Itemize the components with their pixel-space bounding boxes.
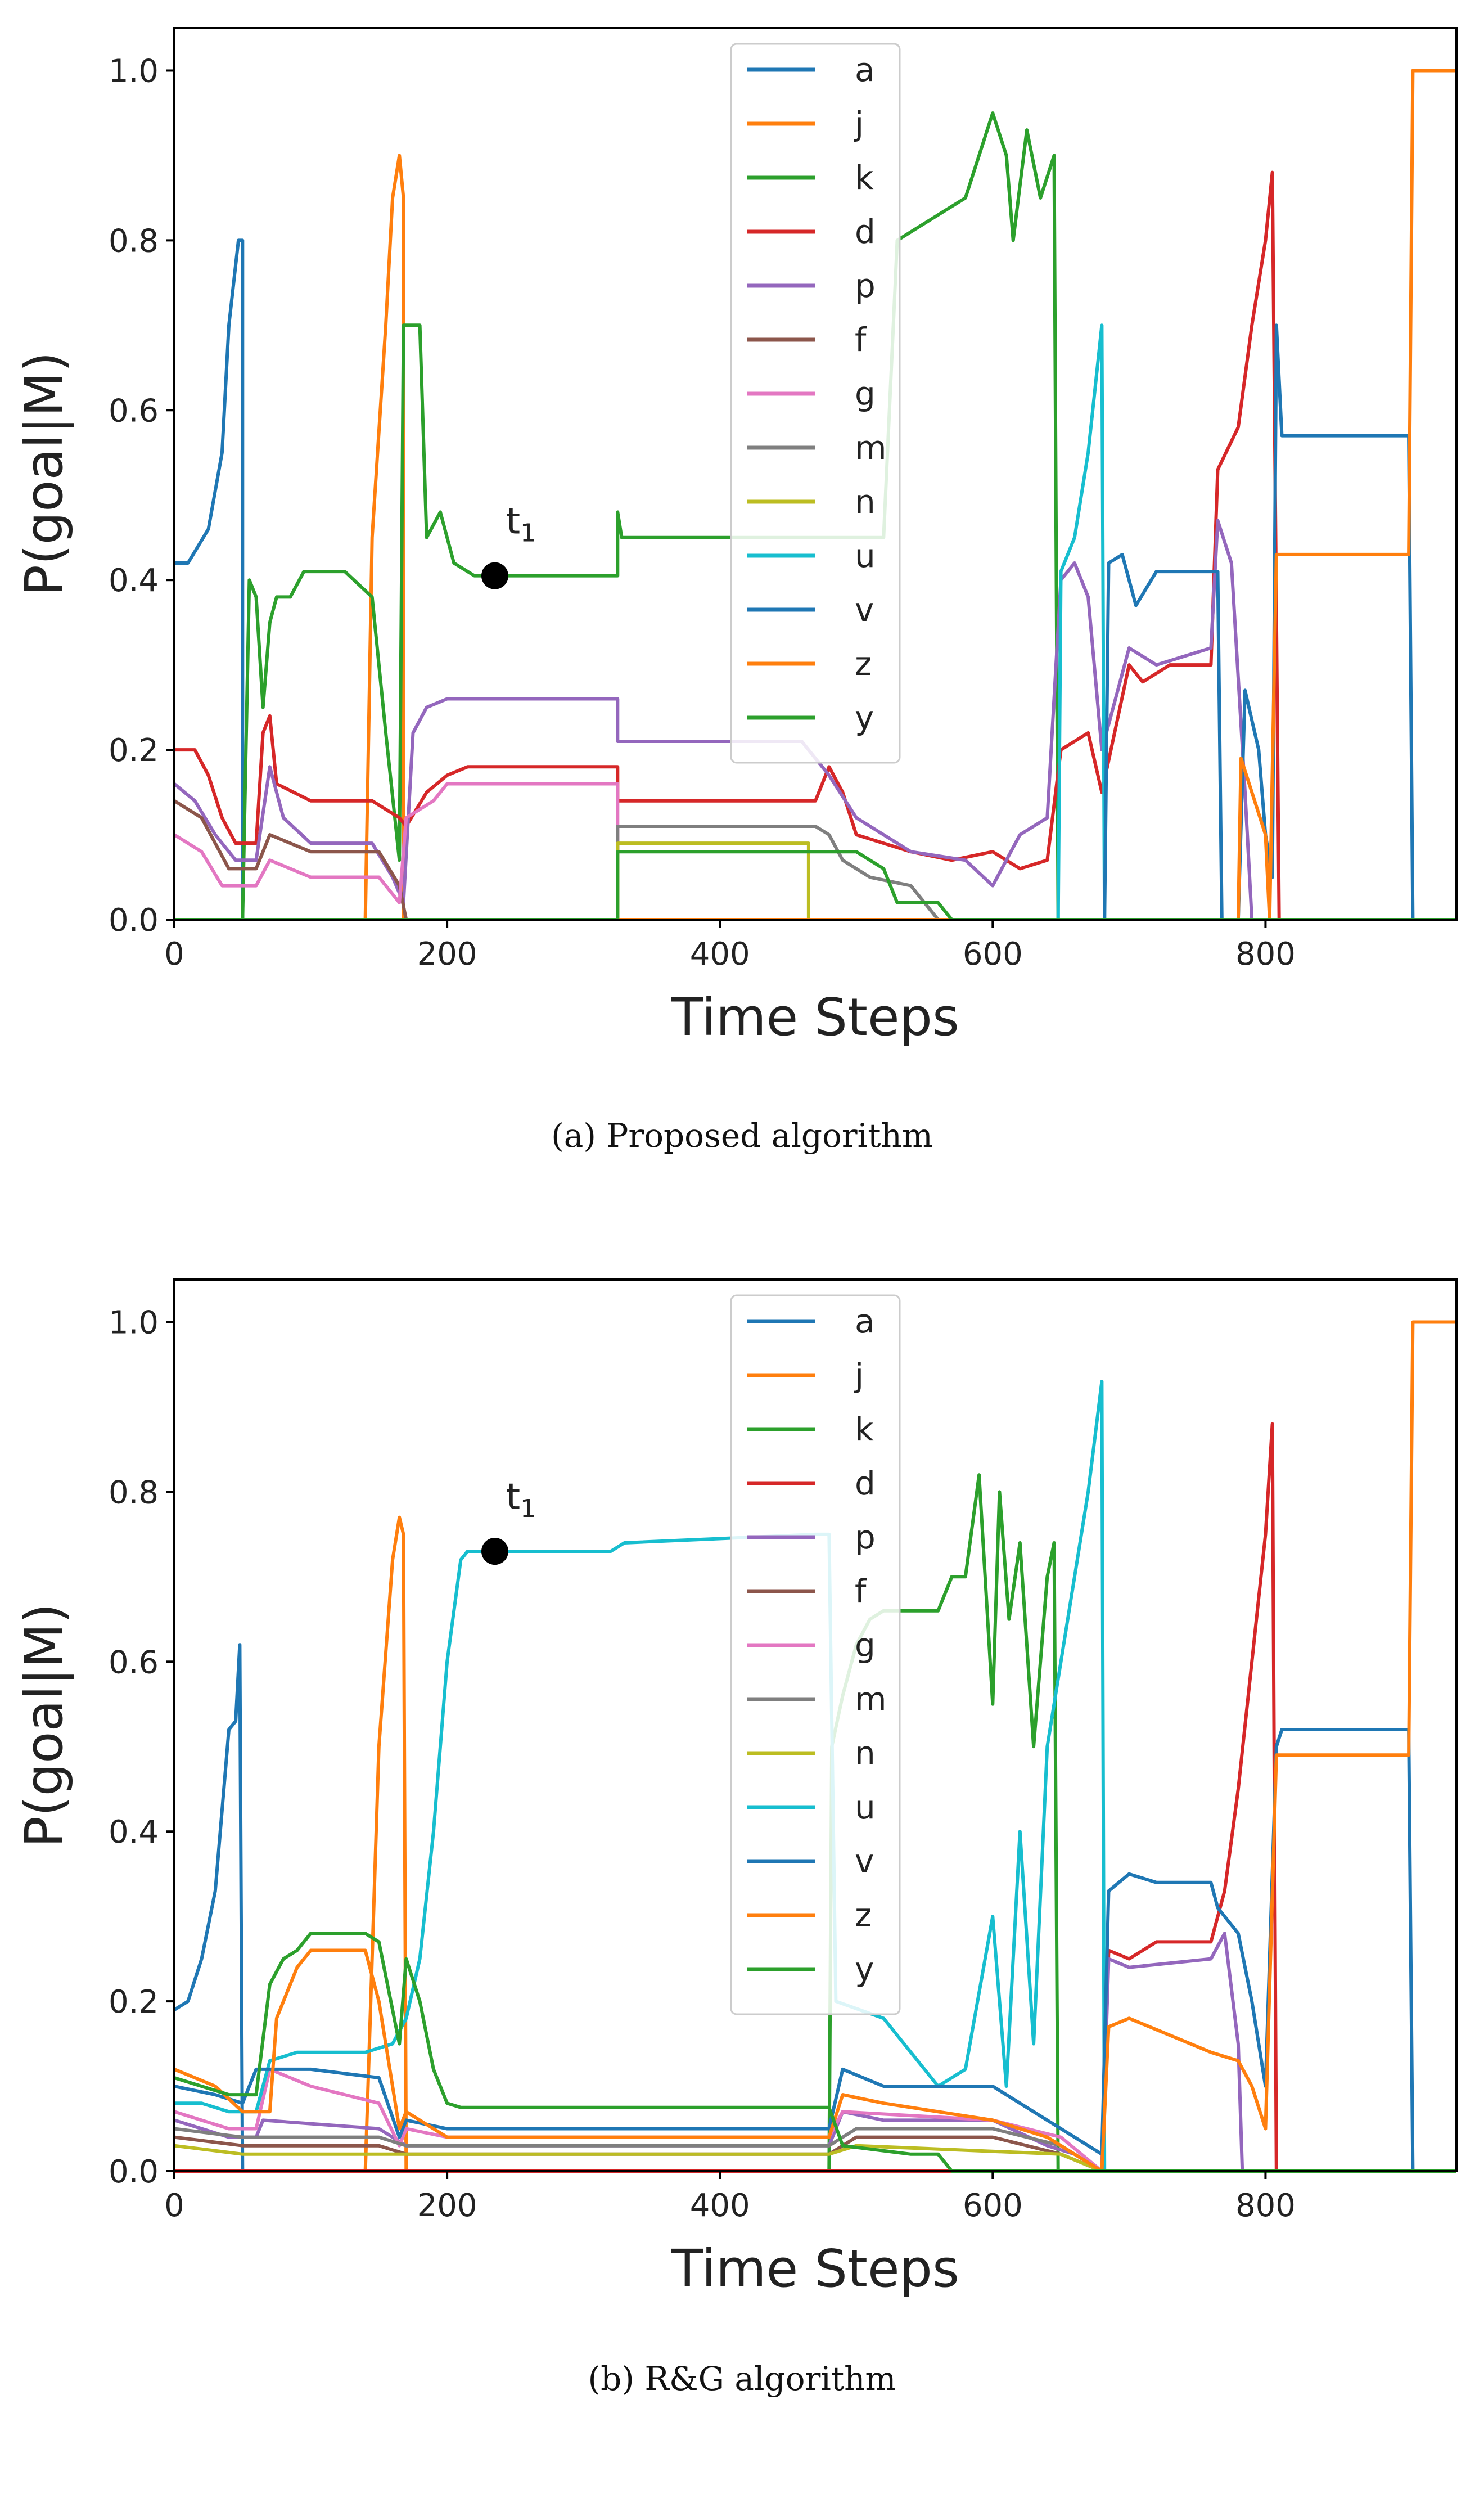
legend-box [730, 1294, 901, 2015]
legend-box [730, 43, 901, 764]
y-axis-label: P(goal|M) [14, 352, 74, 596]
series-line-j [174, 154, 1456, 921]
legend-label-j: j [854, 1356, 864, 1394]
annotation-marker [481, 562, 508, 589]
series-line-f [173, 799, 1456, 921]
legend-label-y: y [855, 1950, 874, 1988]
legend-label-g: g [855, 375, 876, 413]
legend-label-d: d [855, 213, 876, 251]
legend-label-a: a [855, 1302, 875, 1340]
x-tick-label: 400 [690, 2187, 750, 2224]
legend-label-k: k [855, 1410, 874, 1448]
series-line-p [173, 519, 1456, 921]
series-line-a [173, 1643, 1456, 2173]
legend-label-f: f [855, 1572, 867, 1610]
chart-rg-algorithm: 0 200 400 600 800 0.0 0.2 0.4 0.6 0.8 1.0 Time Step… [14, 1278, 1458, 2299]
y-tick-label: 1.0 [109, 53, 159, 89]
annotation-marker [481, 1538, 508, 1565]
legend-label-z: z [855, 645, 872, 683]
y-tick-label: 0.8 [109, 1474, 159, 1511]
y-tick-label: 0.2 [109, 1984, 159, 2020]
x-tick-label: 0 [164, 2187, 184, 2224]
y-tick-label: 0.4 [109, 1814, 159, 1851]
series-line-z [173, 1320, 1456, 2173]
legend-label-p: p [855, 1518, 876, 1556]
x-tick-label: 200 [417, 936, 477, 973]
legend-label-y: y [855, 699, 874, 737]
y-axis-label: P(goal|M) [14, 1603, 74, 1847]
y-tick-label: 1.0 [109, 1304, 159, 1341]
legend-label-m: m [855, 429, 887, 467]
series-line-y [174, 850, 1456, 921]
x-tick-label: 800 [1235, 936, 1296, 973]
legend-label-d: d [855, 1464, 876, 1502]
x-axis-label: Time Steps [671, 987, 959, 1047]
chart-proposed-algorithm: 0 200 400 600 800 0.0 0.2 0.4 0.6 0.8 1.0 Time Step… [14, 27, 1458, 1047]
y-tick-label: 0.0 [109, 2154, 159, 2190]
y-tick-label: 0.0 [109, 902, 159, 939]
series-line-g [174, 2067, 1456, 2173]
figure-caption: (a) Proposed algorithm [551, 1117, 933, 1155]
x-tick-label: 0 [164, 936, 184, 973]
legend-label-z: z [855, 1896, 872, 1934]
legend-label-u: u [855, 537, 876, 575]
legend-label-a: a [855, 51, 875, 89]
y-tick-label: 0.2 [109, 732, 159, 769]
annotation-label: t1 [506, 1476, 536, 1523]
legend-label-m: m [855, 1680, 887, 1718]
legend-label-f: f [855, 321, 867, 359]
legend-label-k: k [855, 159, 874, 197]
figure-a: 0 200 400 600 800 0.0 0.2 0.4 0.6 0.8 1.0 Time Step… [14, 27, 1458, 1155]
plot-frame [173, 27, 1458, 921]
legend-label-v: v [855, 591, 874, 629]
figure-caption: (b) R&G algorithm [588, 2360, 896, 2398]
legend-label-u: u [855, 1788, 876, 1826]
y-tick-label: 0.6 [109, 1644, 159, 1681]
annotation-label: t1 [506, 501, 536, 548]
x-tick-label: 400 [690, 936, 750, 973]
y-tick-label: 0.8 [109, 223, 159, 259]
y-tick-label: 0.4 [109, 562, 159, 599]
series-line-k [174, 111, 1456, 921]
series-line-g [173, 782, 1456, 921]
x-tick-label: 600 [963, 2187, 1023, 2224]
legend-label-g: g [855, 1626, 876, 1664]
legend-label-p: p [855, 267, 876, 305]
plot-frame [173, 1278, 1458, 2172]
legend-label-n: n [855, 483, 876, 521]
legend-label-j: j [854, 105, 864, 143]
series-line-a [174, 238, 1456, 921]
y-tick-label: 0.6 [109, 393, 159, 429]
legend-label-n: n [855, 1734, 876, 1772]
x-tick-label: 600 [963, 936, 1023, 973]
x-tick-label: 200 [417, 2187, 477, 2224]
figure-b: 0 200 400 600 800 0.0 0.2 0.4 0.6 0.8 1.0 Time Step… [0, 1252, 1484, 2503]
legend-label-v: v [855, 1842, 874, 1880]
series-line-z [174, 69, 1456, 921]
x-axis-label: Time Steps [671, 2239, 959, 2299]
series-line-y [174, 1932, 1456, 2173]
x-tick-label: 800 [1235, 2187, 1296, 2224]
